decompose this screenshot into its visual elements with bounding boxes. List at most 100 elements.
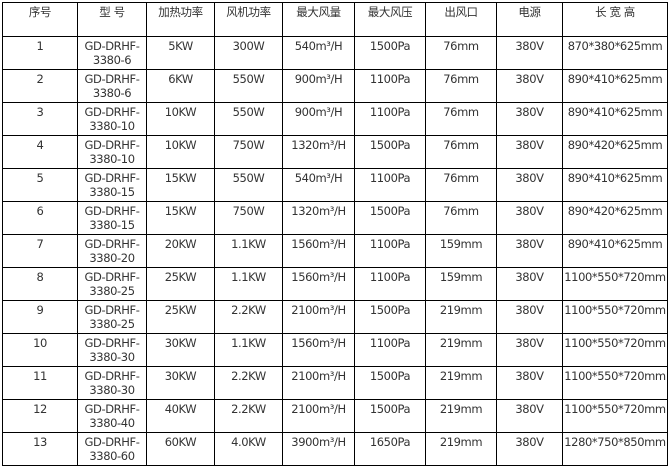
cell-power-supply: 380V bbox=[496, 432, 563, 466]
cell-dimensions: 890*410*625mm bbox=[562, 234, 668, 268]
cell-outlet: 159mm bbox=[425, 267, 497, 301]
cell-power-supply: 380V bbox=[496, 168, 563, 202]
cell-model: GD-DRHF-3380-6 bbox=[77, 36, 147, 70]
cell-power-supply: 380V bbox=[496, 69, 563, 103]
header-heating-power: 加热功率 bbox=[146, 2, 215, 37]
header-outlet: 出风口 bbox=[425, 2, 497, 37]
cell-power-supply: 380V bbox=[496, 267, 563, 301]
cell-fan-power: 300W bbox=[214, 36, 283, 70]
cell-outlet: 76mm bbox=[425, 201, 497, 235]
cell-model: GD-DRHF-3380-40 bbox=[77, 399, 147, 433]
cell-model: GD-DRHF-3380-10 bbox=[77, 102, 147, 136]
cell-dimensions: 890*420*625mm bbox=[562, 135, 668, 169]
cell-fan-power: 550W bbox=[214, 102, 283, 136]
cell-heating-power: 6KW bbox=[146, 69, 215, 103]
cell-model: GD-DRHF-3380-6 bbox=[77, 69, 147, 103]
cell-outlet: 76mm bbox=[425, 135, 497, 169]
cell-fan-power: 1.1KW bbox=[214, 267, 283, 301]
cell-max-airflow: 2100m³/H bbox=[282, 300, 355, 334]
cell-model: GD-DRHF-3380-20 bbox=[77, 234, 147, 268]
cell-max-pressure: 1500Pa bbox=[354, 201, 426, 235]
cell-outlet: 219mm bbox=[425, 300, 497, 334]
cell-model: GD-DRHF-3380-15 bbox=[77, 201, 147, 235]
cell-fan-power: 1.1KW bbox=[214, 333, 283, 367]
cell-heating-power: 60KW bbox=[146, 432, 215, 466]
table-row: 2 GD-DRHF-3380-6 6KW 550W 900m³/H 1100Pa 76mm 3… bbox=[2, 69, 668, 103]
cell-outlet: 219mm bbox=[425, 366, 497, 400]
cell-model: GD-DRHF-3380-30 bbox=[77, 333, 147, 367]
cell-max-airflow: 900m³/H bbox=[282, 102, 355, 136]
cell-fan-power: 2.2KW bbox=[214, 399, 283, 433]
cell-heating-power: 10KW bbox=[146, 135, 215, 169]
table-row: 9 GD-DRHF-3380-25 25KW 2.2KW 2100m³/H 1500Pa 2… bbox=[2, 300, 668, 334]
table-row: 13 GD-DRHF-3380-60 60KW 4.0KW 3900m³/H 1650Pa… bbox=[2, 432, 668, 466]
cell-max-airflow: 1320m³/H bbox=[282, 135, 355, 169]
cell-index: 5 bbox=[2, 168, 78, 202]
cell-power-supply: 380V bbox=[496, 36, 563, 70]
cell-heating-power: 15KW bbox=[146, 201, 215, 235]
cell-max-pressure: 1650Pa bbox=[354, 432, 426, 466]
cell-dimensions: 890*420*625mm bbox=[562, 201, 668, 235]
cell-dimensions: 1100*550*720mm bbox=[562, 300, 668, 334]
cell-dimensions: 890*410*625mm bbox=[562, 69, 668, 103]
cell-heating-power: 25KW bbox=[146, 300, 215, 334]
cell-max-pressure: 1100Pa bbox=[354, 267, 426, 301]
cell-dimensions: 1100*550*720mm bbox=[562, 399, 668, 433]
cell-max-airflow: 1560m³/H bbox=[282, 333, 355, 367]
cell-index: 3 bbox=[2, 102, 78, 136]
header-fan-power: 风机功率 bbox=[214, 2, 283, 37]
cell-heating-power: 40KW bbox=[146, 399, 215, 433]
cell-power-supply: 380V bbox=[496, 234, 563, 268]
cell-index: 9 bbox=[2, 300, 78, 334]
cell-outlet: 76mm bbox=[425, 102, 497, 136]
cell-index: 10 bbox=[2, 333, 78, 367]
cell-model: GD-DRHF-3380-30 bbox=[77, 366, 147, 400]
cell-max-pressure: 1100Pa bbox=[354, 69, 426, 103]
cell-index: 11 bbox=[2, 366, 78, 400]
cell-max-pressure: 1500Pa bbox=[354, 135, 426, 169]
cell-outlet: 76mm bbox=[425, 69, 497, 103]
cell-index: 4 bbox=[2, 135, 78, 169]
header-model: 型 号 bbox=[77, 2, 147, 37]
cell-dimensions: 1100*550*720mm bbox=[562, 333, 668, 367]
cell-max-airflow: 2100m³/H bbox=[282, 399, 355, 433]
cell-index: 12 bbox=[2, 399, 78, 433]
table-row: 1 GD-DRHF-3380-6 5KW 300W 540m³/H 1500Pa 76mm 3… bbox=[2, 36, 668, 70]
cell-max-airflow: 2100m³/H bbox=[282, 366, 355, 400]
table-row: 12 GD-DRHF-3380-40 40KW 2.2KW 2100m³/H 1500Pa… bbox=[2, 399, 668, 433]
cell-dimensions: 1100*550*720mm bbox=[562, 267, 668, 301]
cell-dimensions: 890*410*625mm bbox=[562, 168, 668, 202]
cell-power-supply: 380V bbox=[496, 135, 563, 169]
cell-fan-power: 750W bbox=[214, 201, 283, 235]
cell-power-supply: 380V bbox=[496, 366, 563, 400]
cell-fan-power: 1.1KW bbox=[214, 234, 283, 268]
cell-power-supply: 380V bbox=[496, 333, 563, 367]
cell-index: 7 bbox=[2, 234, 78, 268]
cell-heating-power: 30KW bbox=[146, 366, 215, 400]
cell-outlet: 159mm bbox=[425, 234, 497, 268]
header-max-pressure: 最大风压 bbox=[354, 2, 426, 37]
cell-fan-power: 2.2KW bbox=[214, 366, 283, 400]
cell-dimensions: 1280*750*850mm bbox=[562, 432, 668, 466]
cell-fan-power: 2.2KW bbox=[214, 300, 283, 334]
cell-outlet: 76mm bbox=[425, 36, 497, 70]
cell-max-pressure: 1500Pa bbox=[354, 36, 426, 70]
cell-power-supply: 380V bbox=[496, 399, 563, 433]
table-row: 5 GD-DRHF-3380-15 15KW 550W 540m³/H 1100Pa 76m… bbox=[2, 168, 668, 202]
cell-dimensions: 890*410*625mm bbox=[562, 102, 668, 136]
cell-outlet: 76mm bbox=[425, 168, 497, 202]
table-row: 11 GD-DRHF-3380-30 30KW 2.2KW 2100m³/H 1500Pa… bbox=[2, 366, 668, 400]
cell-heating-power: 15KW bbox=[146, 168, 215, 202]
cell-max-pressure: 1100Pa bbox=[354, 102, 426, 136]
table-row: 10 GD-DRHF-3380-30 30KW 1.1KW 1560m³/H 1100Pa… bbox=[2, 333, 668, 367]
cell-dimensions: 1100*550*720mm bbox=[562, 366, 668, 400]
cell-max-pressure: 1100Pa bbox=[354, 234, 426, 268]
header-max-airflow: 最大风量 bbox=[282, 2, 355, 37]
cell-max-airflow: 3900m³/H bbox=[282, 432, 355, 466]
cell-model: GD-DRHF-3380-25 bbox=[77, 267, 147, 301]
table-row: 3 GD-DRHF-3380-10 10KW 550W 900m³/H 1100Pa 76m… bbox=[2, 102, 668, 136]
header-dimensions: 长 宽 高 bbox=[562, 2, 668, 37]
cell-dimensions: 870*380*625mm bbox=[562, 36, 668, 70]
header-power-supply: 电源 bbox=[496, 2, 563, 37]
